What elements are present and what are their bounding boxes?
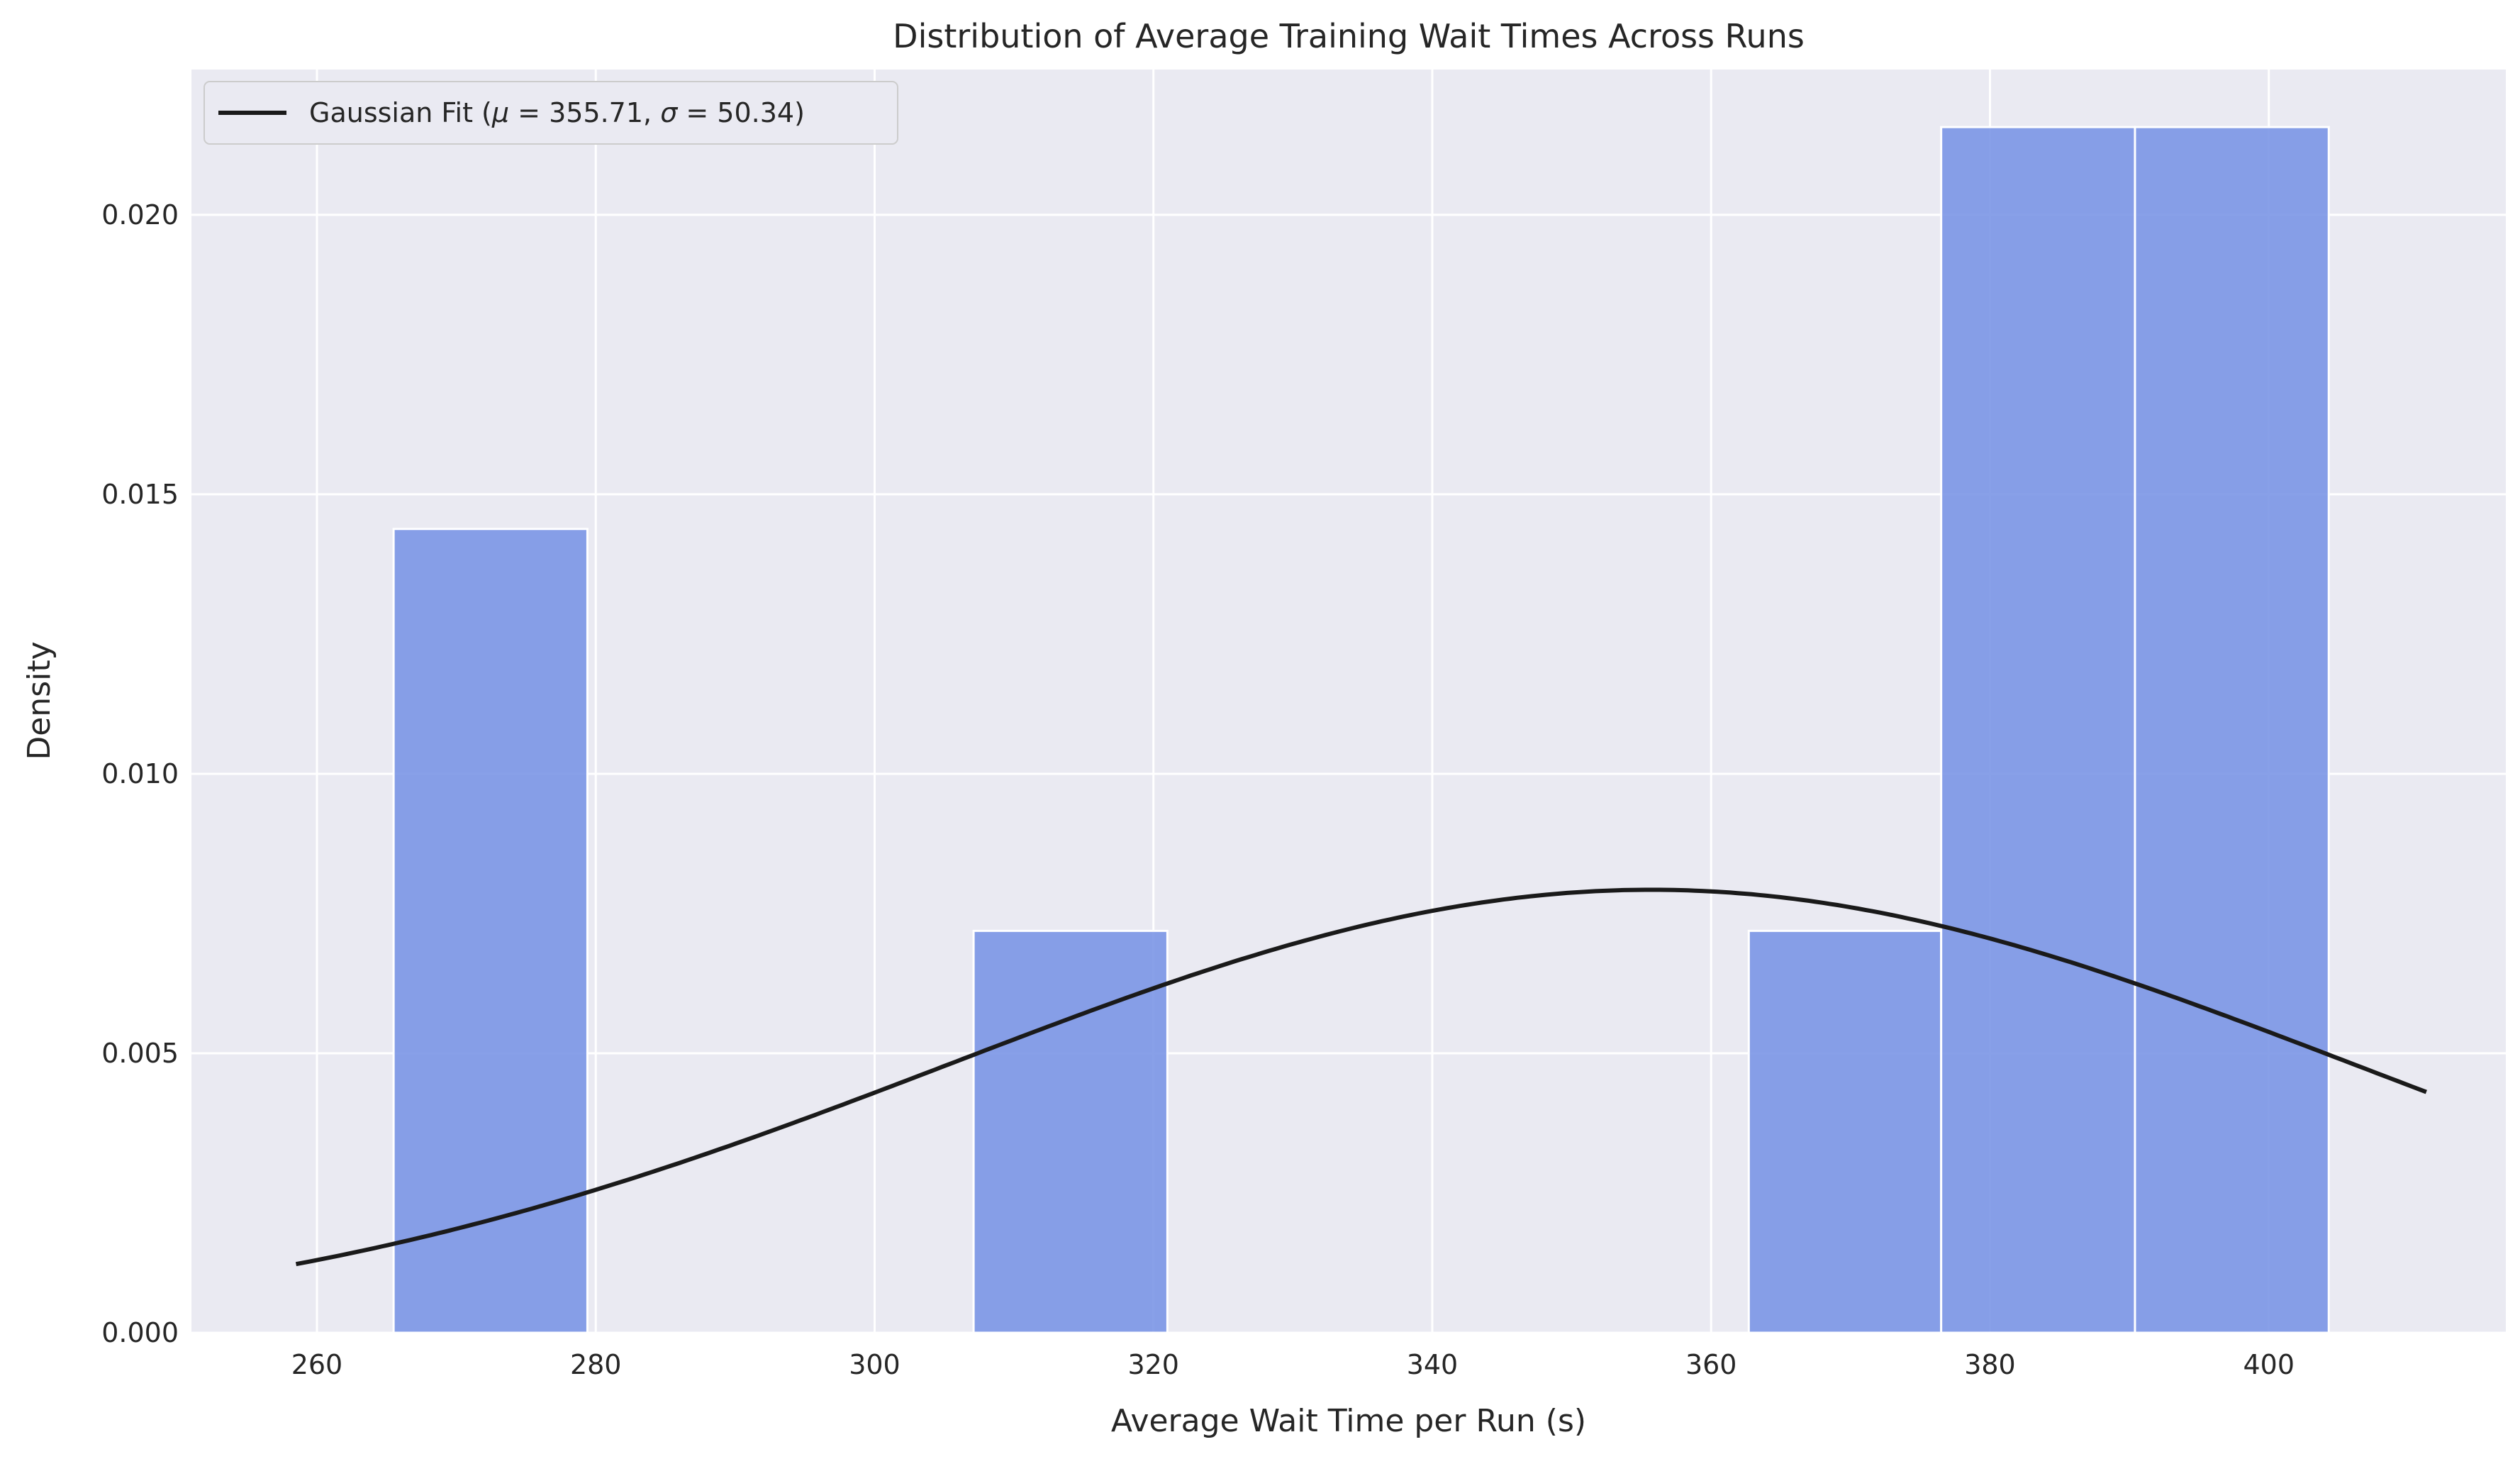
legend-entry-gaussian-fit: Gaussian Fit (μ = 355.71, σ = 50.34) <box>309 97 805 128</box>
legend-prefix: Gaussian Fit ( <box>309 97 492 128</box>
legend-sigma-symbol: σ <box>660 97 679 128</box>
y-tick-label-1: 0.005 <box>101 1038 179 1069</box>
histogram-bars <box>392 126 2330 1334</box>
y-tick-label-4: 0.020 <box>101 199 179 231</box>
legend-suffix: ) <box>794 97 805 128</box>
y-tick-label-3: 0.015 <box>101 479 179 510</box>
gaussian-fit-line <box>295 887 2427 1267</box>
legend-mu-value: 355.71 <box>549 97 643 128</box>
x-tick-label-1: 280 <box>570 1349 622 1380</box>
histogram-bar-7 <box>1747 929 1943 1334</box>
legend-box <box>204 81 898 145</box>
x-axis-ticks: 260 280 300 320 340 360 380 400 <box>291 1349 2295 1380</box>
x-tick-label-4: 340 <box>1407 1349 1459 1380</box>
legend-mu-eq: = <box>509 97 549 128</box>
y-axis-ticks: 0.000 0.005 0.010 0.015 0.020 <box>101 199 179 1348</box>
x-tick-label-2: 300 <box>849 1349 901 1380</box>
x-tick-label-0: 260 <box>291 1349 343 1380</box>
legend-sigma-value: 50.34 <box>717 97 794 128</box>
histogram-bar-0 <box>392 528 589 1334</box>
histogram-bar-3 <box>972 929 1169 1334</box>
x-tick-label-5: 360 <box>1685 1349 1737 1380</box>
legend: Gaussian Fit (μ = 355.71, σ = 50.34) <box>204 81 898 145</box>
x-tick-label-7: 400 <box>2243 1349 2295 1380</box>
chart-title: Distribution of Average Training Wait Ti… <box>893 17 1805 55</box>
y-axis-label: Density <box>21 641 57 760</box>
legend-sep: , <box>643 97 660 128</box>
histogram-bar-8 <box>1940 126 2136 1334</box>
x-tick-label-3: 320 <box>1127 1349 1179 1380</box>
legend-sigma-eq: = <box>677 97 717 128</box>
legend-mu-symbol: μ <box>491 97 509 128</box>
histogram-bar-9 <box>2134 126 2330 1334</box>
y-tick-label-2: 0.010 <box>101 758 179 789</box>
x-axis-label: Average Wait Time per Run (s) <box>1111 1403 1586 1439</box>
y-tick-label-0: 0.000 <box>101 1317 179 1348</box>
x-tick-label-6: 380 <box>1964 1349 2016 1380</box>
